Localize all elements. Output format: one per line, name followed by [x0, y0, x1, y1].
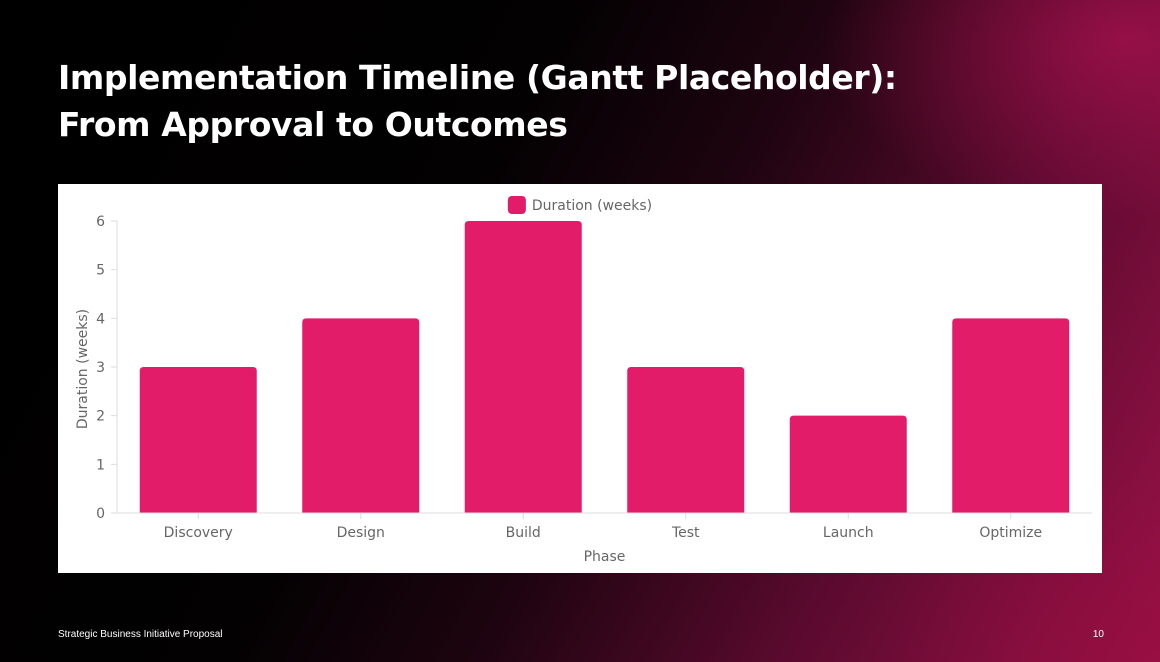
bar-launch [789, 415, 907, 513]
bar-build [464, 221, 582, 513]
slide-title: Implementation Timeline (Gantt Placehold… [58, 58, 897, 144]
y-tick-label: 5 [96, 263, 105, 279]
y-tick-label: 6 [96, 214, 105, 230]
y-tick-label: 2 [96, 409, 105, 425]
x-tick-label-build: Build [506, 525, 541, 541]
footer-page-number: 10 [1092, 629, 1104, 640]
bar-chart: Duration (weeks) 0 1 2 3 4 5 6 Discovery Design… [75, 196, 1092, 565]
bar-design [302, 318, 420, 513]
x-tick-label-launch: Launch [823, 525, 874, 541]
y-axis-label: Duration (weeks) [75, 309, 91, 429]
x-tick-label-discovery: Discovery [164, 525, 233, 541]
y-tick-label: 4 [96, 311, 105, 327]
x-tick-label-test: Test [671, 525, 700, 541]
x-axis-label: Phase [584, 549, 626, 565]
bar-test [627, 367, 745, 513]
x-tick-label-design: Design [337, 525, 385, 541]
y-axis-ticks: 0 1 2 3 4 5 6 [96, 214, 117, 522]
footer-presentation-title: Strategic Business Initiative Proposal [58, 629, 223, 640]
chart-legend: Duration (weeks) [507, 196, 652, 214]
legend-swatch [507, 196, 526, 214]
y-tick-label: 1 [96, 457, 105, 473]
x-tick-label-optimize: Optimize [979, 525, 1042, 541]
y-tick-label: 3 [96, 360, 105, 376]
legend-label: Duration (weeks) [532, 198, 652, 214]
y-tick-label: 0 [96, 506, 105, 522]
chart-card: Duration (weeks) 0 1 2 3 4 5 6 Discovery Design… [58, 184, 1102, 573]
bar-discovery [139, 367, 257, 513]
bar-optimize [952, 318, 1070, 513]
chart-bars [139, 221, 1070, 513]
x-axis-ticks: Discovery Design Build Test Launch Optimize [164, 513, 1042, 541]
